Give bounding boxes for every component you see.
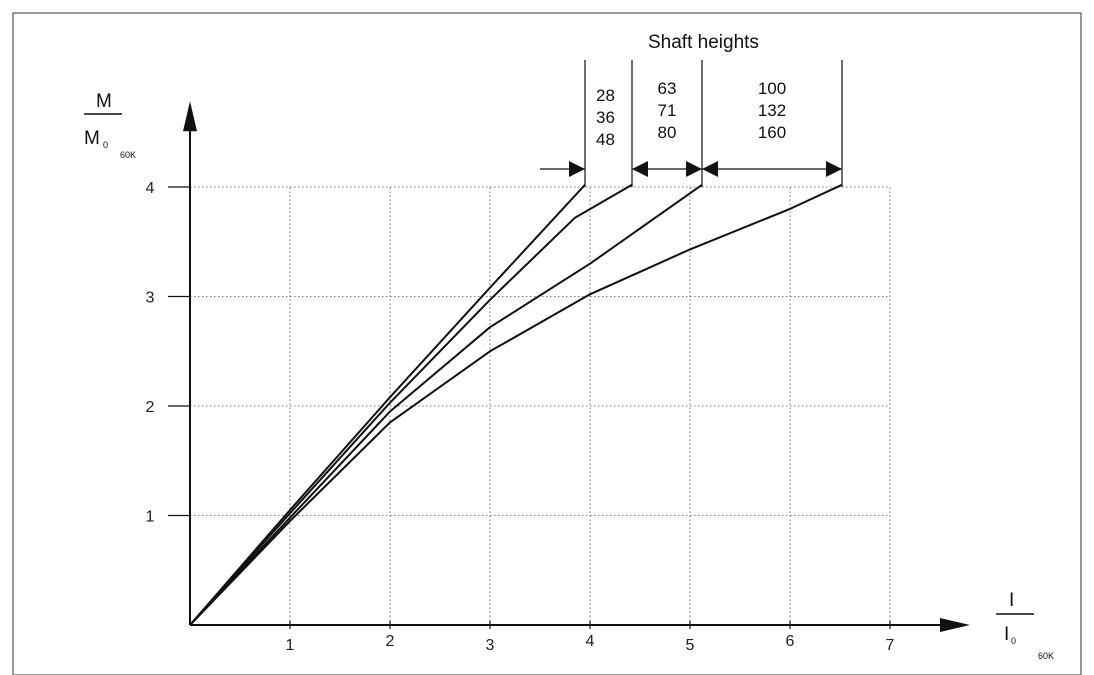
series-line-3 bbox=[189, 183, 703, 626]
x-axis-label-denominator-sub: 0 bbox=[1011, 636, 1016, 646]
x-tick-label-1: 1 bbox=[286, 637, 295, 654]
tick-labels: 1 2 3 4 5 6 7 1 2 3 4 bbox=[146, 180, 895, 654]
x-tick-label-2: 2 bbox=[386, 633, 395, 650]
x-axis-arrow bbox=[940, 618, 970, 632]
shaft-height-label-63: 63 bbox=[658, 79, 677, 98]
axes bbox=[168, 101, 970, 632]
y-axis-label-denominator-sub: 0 bbox=[103, 140, 108, 150]
x-tick-label-7: 7 bbox=[886, 637, 895, 654]
curves bbox=[189, 183, 843, 626]
y-tick-label-3: 3 bbox=[146, 290, 155, 307]
shaft-height-label-100: 100 bbox=[758, 79, 786, 98]
shaft-arrowhead-0 bbox=[569, 161, 585, 177]
x-axis-label-denominator: I bbox=[1004, 624, 1009, 645]
x-axis-label-suffix: 60K bbox=[1038, 651, 1054, 661]
x-tick-label-5: 5 bbox=[686, 637, 695, 654]
x-tick-label-3: 3 bbox=[486, 637, 495, 654]
x-axis-label: I I 0 60K bbox=[996, 590, 1054, 661]
shaft-height-label-80: 80 bbox=[658, 123, 677, 142]
shaft-height-label-36: 36 bbox=[596, 108, 615, 127]
x-tick-label-4: 4 bbox=[586, 633, 595, 650]
y-axis-label-denominator: M bbox=[84, 128, 100, 149]
shaft-height-label-28: 28 bbox=[596, 86, 615, 105]
y-tick-label-1: 1 bbox=[146, 509, 155, 526]
shaft-heights-annotation: 28 36 48 63 71 80 100 132 160 bbox=[540, 60, 843, 187]
shaft-arrowhead-left-1 bbox=[632, 161, 648, 177]
y-axis-arrow bbox=[183, 101, 197, 132]
shaft-height-label-160: 160 bbox=[758, 123, 786, 142]
y-axis-label: M M 0 60K bbox=[84, 91, 136, 160]
shaft-height-label-71: 71 bbox=[658, 101, 677, 120]
shaft-arrowhead-left-2 bbox=[702, 161, 718, 177]
series-line-2 bbox=[189, 183, 633, 626]
x-tick-label-6: 6 bbox=[786, 633, 795, 650]
shaft-height-label-48: 48 bbox=[596, 130, 615, 149]
frame bbox=[12, 12, 1082, 675]
shaft-height-label-132: 132 bbox=[758, 101, 786, 120]
y-axis-label-suffix: 60K bbox=[120, 150, 136, 160]
shaft-heights-title: Shaft heights bbox=[648, 32, 759, 53]
shaft-arrowhead-right-1 bbox=[686, 161, 702, 177]
y-tick-label-2: 2 bbox=[146, 399, 155, 416]
shaft-arrowhead-right-2 bbox=[826, 161, 842, 177]
y-axis-label-numerator: M bbox=[96, 91, 112, 112]
grid bbox=[190, 186, 891, 625]
series-line-1 bbox=[189, 184, 586, 626]
y-tick-label-4: 4 bbox=[146, 180, 155, 197]
series-line-4 bbox=[189, 183, 843, 626]
x-axis-label-numerator: I bbox=[1009, 590, 1014, 611]
